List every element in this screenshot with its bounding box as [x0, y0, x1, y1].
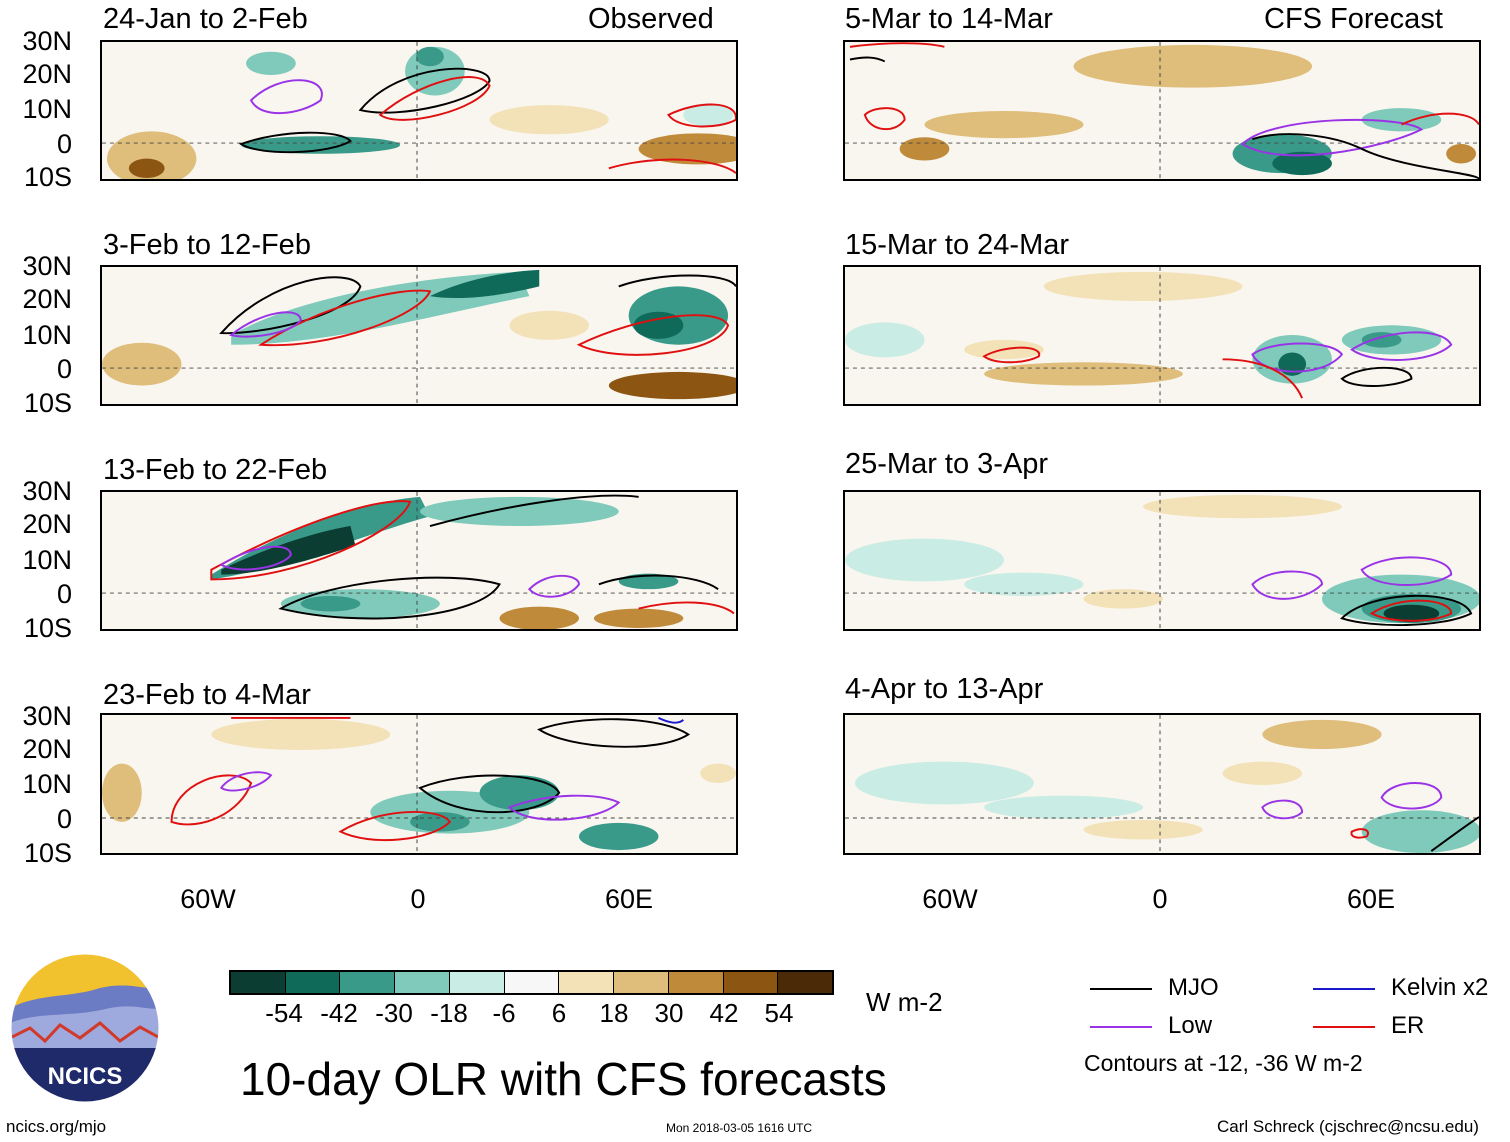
forecast-panel-4-title: 4-Apr to 13-Apr	[845, 673, 1044, 705]
legend-er-line	[1313, 1026, 1375, 1028]
main-title: 10-day OLR with CFS forecasts	[240, 1053, 887, 1105]
observed-map-2	[100, 265, 738, 406]
legend-mjo-label: MJO	[1168, 974, 1219, 1001]
lat-10n: 10N	[22, 769, 72, 799]
colorbar-swatch-2	[340, 972, 396, 993]
legend-kelvin-line	[1313, 988, 1375, 990]
colorbar-label: -30	[375, 998, 413, 1028]
legend-mjo-line	[1090, 988, 1152, 990]
forecast-map-1	[843, 40, 1481, 181]
observed-map-4	[100, 713, 738, 855]
lat-0: 0	[56, 804, 72, 834]
colorbar-label: 6	[551, 998, 567, 1028]
lon-60e: 60E	[1346, 884, 1396, 914]
observed-label: Observed	[588, 3, 714, 35]
forecast-panel-2-title: 15-Mar to 24-Mar	[845, 229, 1070, 261]
colorbar-swatch-8	[668, 972, 724, 993]
lat-20n: 20N	[22, 734, 72, 764]
observed-map-1	[100, 40, 738, 181]
legend-er-label: ER	[1391, 1012, 1425, 1039]
colorbar-units: W m-2	[866, 987, 943, 1017]
lon-60w: 60W	[180, 884, 236, 914]
lat-10s: 10S	[23, 162, 72, 192]
footer-credit: Carl Schreck (cjschrec@ncsu.edu)	[1217, 1117, 1479, 1136]
legend-kelvin-label: Kelvin x2	[1391, 974, 1489, 1001]
colorbar-swatch-1	[285, 972, 341, 993]
lon-60w: 60W	[922, 884, 978, 914]
forecast-label: CFS Forecast	[1264, 3, 1443, 35]
colorbar-swatch-7	[614, 972, 669, 993]
lon-0: 0	[1152, 884, 1168, 914]
forecast-panel-3-title: 25-Mar to 3-Apr	[845, 448, 1049, 480]
colorbar-label: 42	[709, 998, 739, 1028]
colorbar-label: 18	[599, 998, 629, 1028]
legend-low-label: Low	[1168, 1012, 1213, 1039]
colorbar-label: -54	[265, 998, 303, 1028]
lat-30n: 30N	[22, 251, 72, 281]
observed-panel-2-title: 3-Feb to 12-Feb	[103, 229, 311, 261]
footer-url: ncics.org/mjo	[6, 1117, 107, 1136]
lat-30n: 30N	[22, 26, 72, 56]
observed-panel-3-title: 13-Feb to 22-Feb	[103, 454, 328, 486]
lon-0: 0	[410, 884, 426, 914]
ncics-logo: NCICS	[10, 953, 160, 1103]
observed-panel-4-title: 23-Feb to 4-Mar	[103, 679, 311, 711]
lat-0: 0	[56, 354, 72, 384]
colorbar-swatch-3	[395, 972, 450, 993]
lat-10n: 10N	[22, 94, 72, 124]
observed-map-3	[100, 490, 738, 631]
colorbar	[229, 970, 834, 995]
observed-panel-1-title: 24-Jan to 2-Feb	[103, 3, 308, 35]
forecast-map-4	[843, 713, 1481, 855]
colorbar-label: -6	[492, 998, 516, 1028]
logo-text: NCICS	[47, 1063, 123, 1090]
lat-10s: 10S	[23, 838, 72, 868]
lat-0: 0	[56, 129, 72, 159]
colorbar-swatch-4	[449, 972, 505, 993]
forecast-panel-1-title: 5-Mar to 14-Mar	[845, 3, 1053, 35]
lon-60e: 60E	[604, 884, 654, 914]
lat-20n: 20N	[22, 284, 72, 314]
colorbar-swatch-0	[231, 972, 286, 993]
lat-20n: 20N	[22, 59, 72, 89]
lat-10s: 10S	[23, 388, 72, 418]
lat-0: 0	[56, 579, 72, 609]
colorbar-label: -18	[430, 998, 468, 1028]
lat-10s: 10S	[23, 613, 72, 643]
colorbar-label: -42	[320, 998, 358, 1028]
legend-low-line	[1090, 1026, 1152, 1028]
legend-note: Contours at -12, -36 W m-2	[1084, 1050, 1363, 1076]
lat-20n: 20N	[22, 509, 72, 539]
colorbar-swatch-9	[723, 972, 779, 993]
colorbar-swatch-5	[504, 972, 560, 993]
colorbar-label: 30	[654, 998, 684, 1028]
lat-30n: 30N	[22, 701, 72, 731]
colorbar-swatch-6	[559, 972, 615, 993]
lat-30n: 30N	[22, 476, 72, 506]
colorbar-label: 54	[764, 998, 794, 1028]
lat-10n: 10N	[22, 545, 72, 575]
forecast-map-3	[843, 490, 1481, 631]
lat-10n: 10N	[22, 320, 72, 350]
footer-timestamp: Mon 2018-03-05 1616 UTC	[666, 1121, 813, 1135]
forecast-map-2	[843, 265, 1481, 406]
colorbar-swatch-10	[778, 972, 833, 993]
